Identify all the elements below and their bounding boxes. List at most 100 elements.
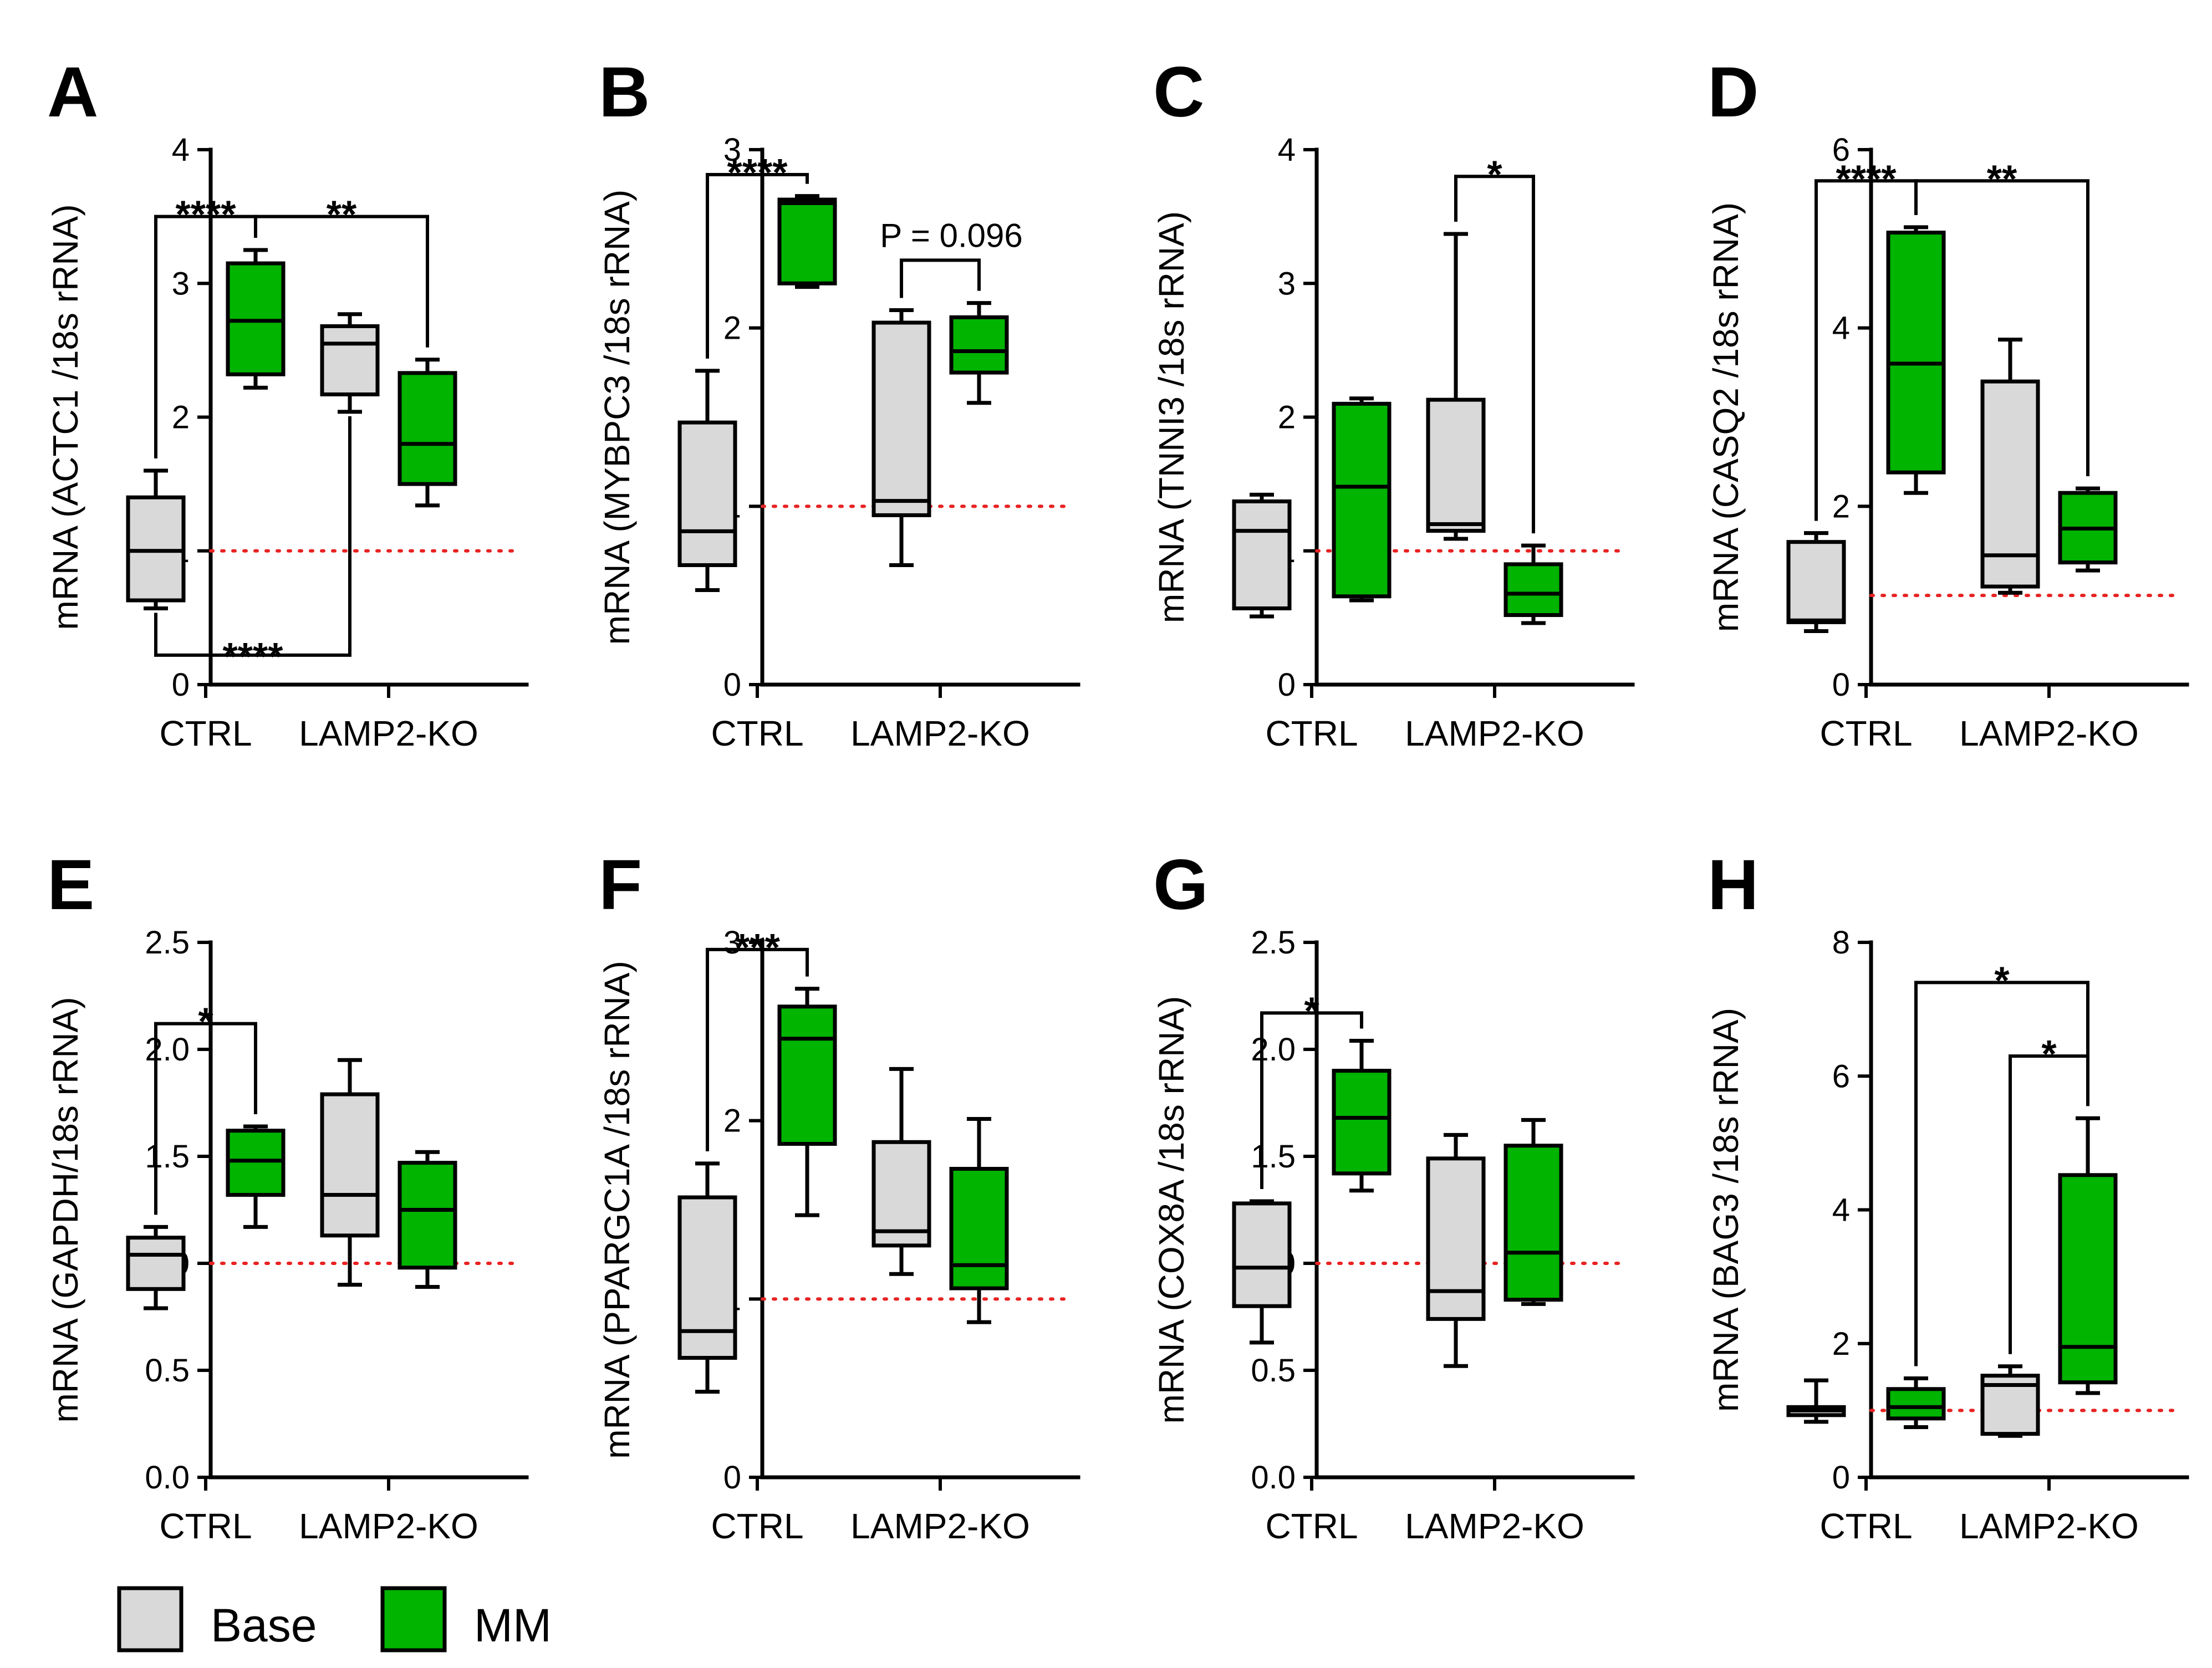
box-iqr <box>1426 397 1486 533</box>
box-mm-ctrl <box>226 1124 286 1229</box>
x-tick-label: LAMP2-KO <box>1405 1506 1584 1546</box>
box-iqr <box>777 1004 837 1146</box>
box-base-lamp2-ko <box>871 1067 931 1276</box>
box-iqr <box>1886 231 1946 475</box>
y-tick-label: 2 <box>172 400 190 436</box>
bracket-line <box>2009 1054 2089 1354</box>
y-tick-label: 0 <box>1832 667 1850 703</box>
bracket-line <box>1914 981 2089 1366</box>
x-tick-label: CTRL <box>1819 713 1912 753</box>
box-mm-lamp2-ko <box>949 1116 1009 1324</box>
significance-bracket: **** <box>706 151 809 359</box>
y-axis-label: mRNA (ACTC1 /18s rRNA) <box>45 204 85 630</box>
y-tick-label: 8 <box>1832 925 1850 961</box>
box-iqr <box>871 1140 931 1248</box>
y-tick-label: 2.0 <box>1251 1032 1296 1068</box>
panel-letter: B <box>599 53 650 132</box>
y-tick-label: 6 <box>1832 1058 1850 1094</box>
x-tick-label: CTRL <box>159 1506 252 1546</box>
y-axis-label: mRNA (CASQ2 /18s rRNA) <box>1706 202 1746 632</box>
significance-label: ** <box>327 193 357 236</box>
y-tick-label: 4 <box>172 132 190 168</box>
legend: Base MM <box>117 1586 552 1652</box>
p-value-label: P = 0.096 <box>880 217 1022 254</box>
y-tick-label: 1.5 <box>1251 1139 1296 1175</box>
bracket-line <box>1454 175 1535 534</box>
panel-letter: A <box>47 53 98 132</box>
box-iqr <box>871 320 931 517</box>
x-tick-label: CTRL <box>1819 1506 1912 1546</box>
box-iqr <box>126 495 186 603</box>
box-base-lamp2-ko <box>1426 232 1486 541</box>
y-axis-label: mRNA (COX8A /18s rRNA) <box>1151 996 1191 1424</box>
y-tick-label: 2 <box>1278 400 1296 436</box>
significance-label: * <box>1304 989 1319 1032</box>
box-base-lamp2-ko <box>871 308 931 567</box>
box-mm-ctrl <box>1886 225 1946 495</box>
significance-bracket: P = 0.096 <box>880 217 1023 298</box>
bracket-line <box>254 215 429 348</box>
significance-label: **** <box>727 151 788 194</box>
box-mm-ctrl <box>777 194 837 289</box>
significance-label: **** <box>1836 157 1897 200</box>
box-base-ctrl <box>677 369 737 593</box>
box-iqr <box>949 315 1009 375</box>
box-iqr <box>1232 499 1292 610</box>
bracket-line <box>154 1022 257 1215</box>
y-tick-label: 6 <box>1832 132 1850 168</box>
y-tick-label: 3 <box>172 266 190 302</box>
box-mm-lamp2-ko <box>397 358 457 508</box>
box-base-lamp2-ko <box>320 1058 380 1287</box>
box-base-lamp2-ko <box>1980 1364 2040 1438</box>
box-mm-ctrl <box>777 987 837 1217</box>
box-base-lamp2-ko <box>1980 338 2040 595</box>
box-iqr <box>1786 540 1846 624</box>
box-mm-lamp2-ko <box>949 301 1009 405</box>
significance-bracket: * <box>1454 152 1535 534</box>
panel-letter: D <box>1708 53 1759 132</box>
y-tick-label: 0.0 <box>145 1460 190 1496</box>
legend-label: Base <box>211 1599 317 1651</box>
y-tick-label: 2.5 <box>1251 925 1296 961</box>
legend-item-mm: MM <box>380 1586 552 1652</box>
box-iqr <box>1886 1387 1946 1421</box>
box-iqr <box>397 371 457 486</box>
y-axis-label: mRNA (MYBPC3 /18s rRNA) <box>597 190 637 645</box>
significance-bracket: * <box>2009 1032 2089 1354</box>
bracket-line <box>706 173 809 359</box>
y-tick-label: 3 <box>723 132 741 168</box>
y-tick-label: 1.5 <box>145 1139 190 1175</box>
legend-label: MM <box>474 1599 552 1651</box>
box-iqr <box>1332 1069 1392 1176</box>
y-tick-label: 4 <box>1278 132 1296 168</box>
bracket-line <box>1260 1011 1363 1190</box>
box-mm-ctrl <box>1332 1039 1392 1193</box>
significance-label: *** <box>735 926 780 969</box>
y-tick-label: 0 <box>723 1460 741 1496</box>
box-mm-ctrl <box>1886 1376 1946 1430</box>
x-tick-label: LAMP2-KO <box>850 1506 1030 1546</box>
box-base-ctrl <box>1232 492 1292 619</box>
x-tick-label: LAMP2-KO <box>299 713 478 753</box>
box-base-ctrl <box>1786 1378 1846 1424</box>
box-base-ctrl <box>677 1161 737 1394</box>
box-iqr <box>1332 401 1392 599</box>
y-axis-label: mRNA (BAG3 /18s rRNA) <box>1706 1008 1746 1412</box>
bracket-line <box>154 416 351 657</box>
box-iqr <box>1503 562 1563 618</box>
box-iqr <box>677 420 737 567</box>
x-tick-label: LAMP2-KO <box>1405 713 1584 753</box>
y-tick-label: 0 <box>1832 1460 1850 1496</box>
legend-swatch <box>380 1586 447 1652</box>
significance-label: ** <box>1987 157 2017 200</box>
panel-letter: H <box>1708 845 1759 925</box>
box-base-lamp2-ko <box>1426 1133 1486 1368</box>
x-tick-label: LAMP2-KO <box>1959 1506 2139 1546</box>
significance-bracket: * <box>1260 989 1363 1190</box>
